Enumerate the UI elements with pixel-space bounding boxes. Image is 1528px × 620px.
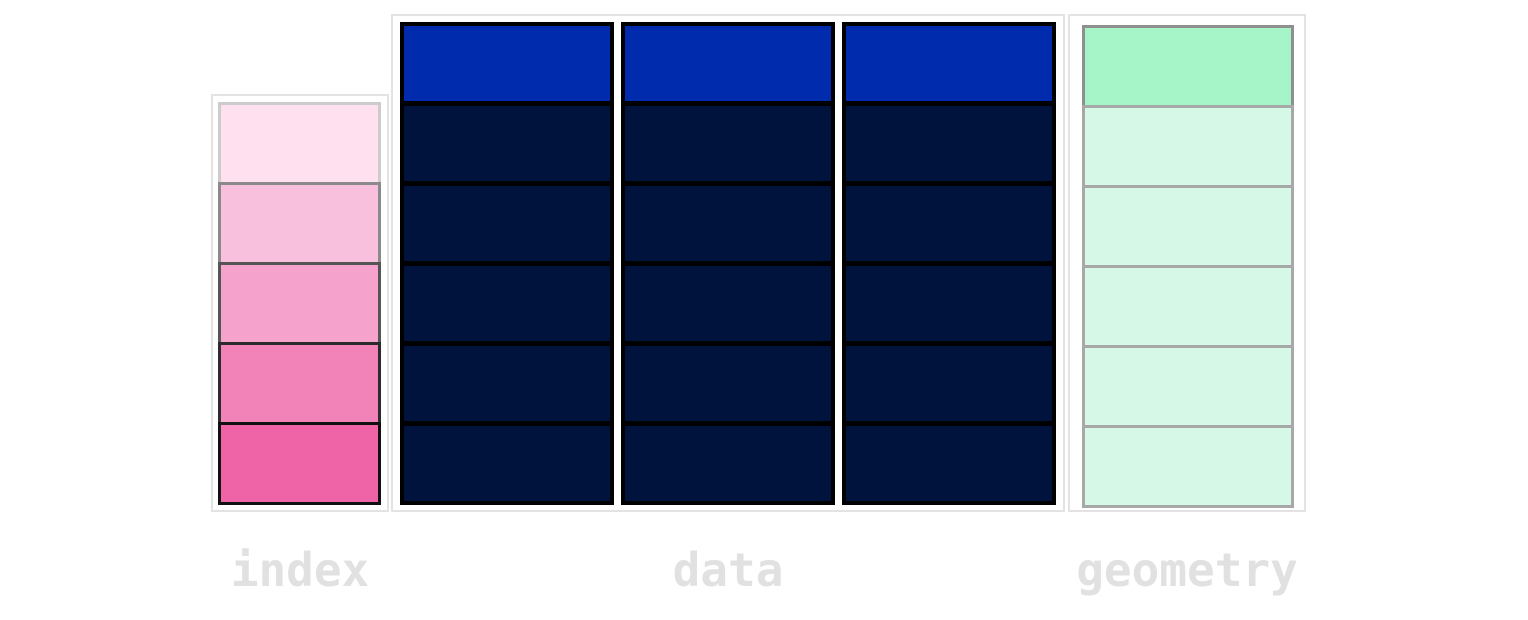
data-cell (621, 182, 835, 265)
index-cell (218, 262, 381, 345)
data-cell (400, 342, 614, 425)
index-cell (218, 342, 381, 425)
data-cell (400, 422, 614, 505)
data-cell (842, 422, 1056, 505)
data-cell (621, 102, 835, 185)
geometry-cell (1082, 185, 1294, 268)
data-header-cell (621, 22, 835, 105)
data-cell (842, 102, 1056, 185)
index-cell (218, 102, 381, 185)
index-cell (218, 182, 381, 265)
data-cell (621, 342, 835, 425)
geometry-header-cell (1082, 25, 1294, 108)
data-cell (621, 262, 835, 345)
data-cell (621, 422, 835, 505)
data-header-cell (842, 22, 1056, 105)
data-cell (842, 262, 1056, 345)
index-label: index (230, 543, 370, 597)
index-cell (218, 422, 381, 505)
geometry-cell (1082, 345, 1294, 428)
geometry-cell (1082, 425, 1294, 508)
data-header-cell (400, 22, 614, 105)
geometry-cell (1082, 265, 1294, 348)
data-cell (400, 102, 614, 185)
data-cell (400, 182, 614, 265)
data-cell (400, 262, 614, 345)
data-label: data (672, 543, 784, 597)
geometry-label: geometry (1076, 543, 1298, 597)
data-cell (842, 342, 1056, 425)
data-cell (842, 182, 1056, 265)
geometry-cell (1082, 105, 1294, 188)
